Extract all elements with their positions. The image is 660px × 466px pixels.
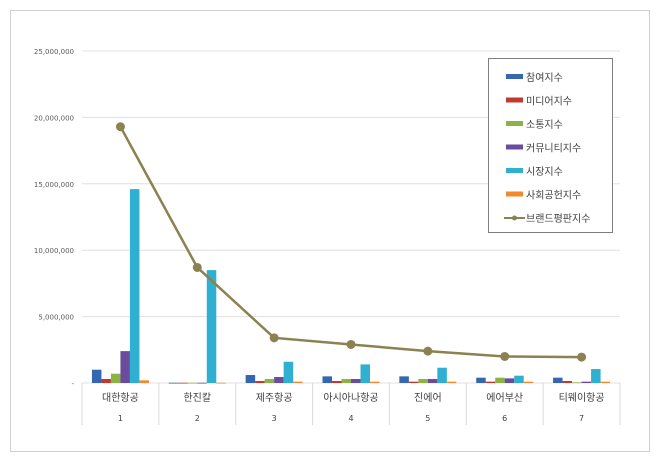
bar-1-2: [255, 381, 265, 383]
brand-point-3: [346, 339, 356, 349]
bar-1-1: [178, 382, 188, 384]
rank-label: 5: [425, 414, 430, 423]
category-label: 에어부산: [486, 392, 523, 404]
brand-point-2: [269, 333, 279, 343]
rank-label: 1: [118, 414, 123, 423]
bar-4-5: [514, 375, 524, 383]
legend-swatch: [506, 121, 523, 126]
bar-3-4: [427, 379, 438, 383]
legend-label: 미디어지수: [526, 96, 572, 108]
bar-0-1: [168, 382, 179, 384]
legend-label: 커뮤니티지수: [526, 143, 581, 155]
rank-label: 7: [579, 414, 584, 423]
y-tick-label: 20,000,000: [34, 114, 74, 122]
legend-swatch: [506, 144, 523, 150]
bar-2-2: [264, 379, 275, 383]
bar-0-4: [399, 376, 409, 383]
brand-point-5: [500, 351, 510, 361]
bar-2-6: [572, 382, 582, 384]
bar-2-0: [110, 373, 121, 383]
bar-5-5: [523, 381, 534, 383]
y-tick-label: 5,000,000: [38, 314, 74, 322]
category-label: 제주항공: [256, 392, 293, 404]
legend-label: 브랜드평판지수: [526, 213, 590, 225]
bar-3-0: [120, 351, 130, 383]
bar-2-1: [187, 382, 198, 384]
bar-1-6: [562, 381, 573, 383]
y-tick-label: 10,000,000: [34, 247, 74, 255]
rank-label: 3: [272, 414, 277, 423]
bar-0-0: [91, 369, 102, 383]
legend-label: 시장지수: [526, 166, 563, 178]
bar-5-2: [293, 381, 303, 383]
category-label: 티웨이항공: [559, 392, 605, 404]
bar-4-4: [437, 367, 447, 383]
bar-4-6: [591, 369, 601, 383]
bar-0-3: [322, 376, 332, 383]
brand-point-0: [115, 122, 125, 132]
rank-label: 4: [348, 414, 353, 423]
bar-4-3: [360, 364, 370, 383]
bar-1-4: [408, 381, 419, 383]
category-label: 한진칼: [183, 391, 211, 404]
brand-point-6: [577, 352, 587, 362]
legend-label: 소통지수: [526, 119, 563, 131]
bar-3-2: [274, 377, 284, 383]
bar-1-3: [332, 381, 342, 383]
bar-5-6: [600, 381, 611, 383]
bar-0-5: [476, 377, 486, 383]
y-tick-label: 25,000,000: [34, 48, 74, 56]
legend-swatch: [506, 168, 523, 173]
bar-3-5: [504, 378, 515, 383]
bar-2-4: [418, 379, 428, 383]
bar-5-0: [139, 380, 149, 383]
legend-marker: [512, 215, 517, 221]
rank-label: 6: [502, 414, 507, 423]
legend-swatch: [506, 97, 523, 103]
bar-5-1: [216, 382, 226, 384]
legend-label: 참여지수: [526, 72, 563, 84]
brand-point-4: [423, 346, 433, 356]
bar-2-5: [495, 377, 505, 383]
bar-1-5: [485, 381, 496, 383]
bar-3-6: [581, 381, 592, 383]
y-tick-label: 15,000,000: [34, 181, 74, 189]
brand-point-1: [192, 262, 202, 272]
bar-4-2: [283, 361, 294, 383]
category-label: 대한항공: [102, 392, 139, 404]
bar-1-0: [101, 379, 111, 383]
y-tick-label: -: [71, 380, 74, 388]
bar-0-6: [553, 377, 563, 383]
bar-3-3: [351, 379, 361, 383]
bar-2-3: [341, 379, 351, 383]
bar-5-4: [446, 381, 457, 383]
legend-label: 사회공헌지수: [526, 190, 581, 202]
legend-swatch: [506, 74, 523, 79]
category-label: 진에어: [414, 392, 442, 404]
legend-swatch: [506, 191, 523, 197]
bar-5-3: [370, 381, 380, 383]
rank-label: 2: [195, 414, 200, 423]
bar-0-2: [245, 375, 256, 383]
category-label: 아시아나항공: [323, 392, 378, 404]
bar-4-0: [129, 189, 140, 383]
bar-3-1: [197, 382, 207, 384]
bar-4-1: [206, 270, 217, 383]
